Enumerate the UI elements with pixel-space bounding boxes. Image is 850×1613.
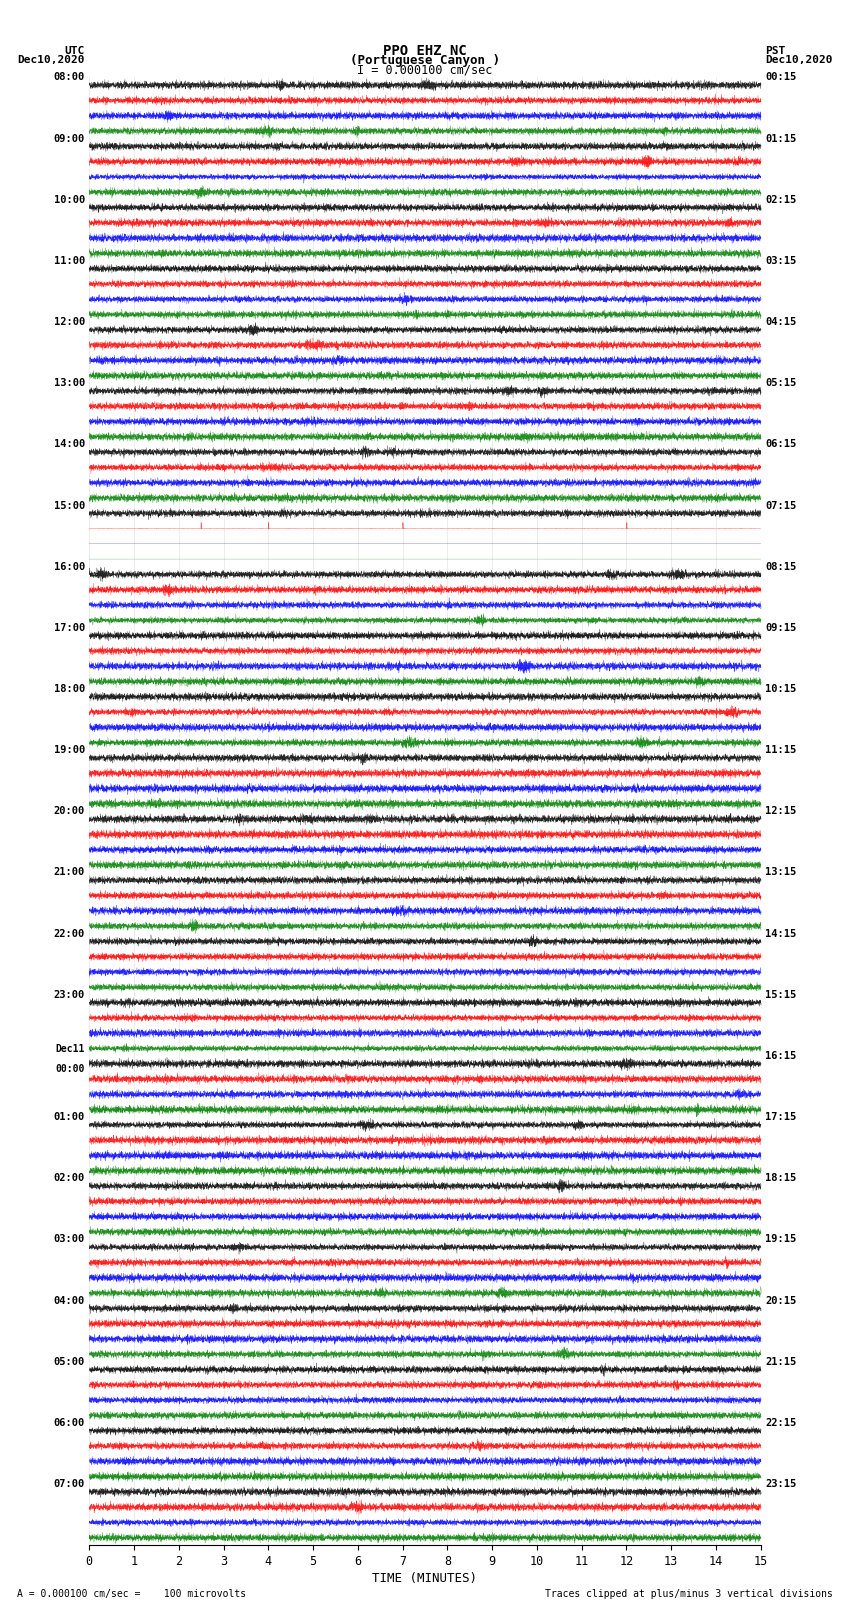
Text: 14:15: 14:15 xyxy=(765,929,796,939)
Text: 09:00: 09:00 xyxy=(54,134,85,144)
Text: UTC: UTC xyxy=(65,45,85,56)
Text: 07:00: 07:00 xyxy=(54,1479,85,1489)
Text: 06:15: 06:15 xyxy=(765,439,796,450)
Text: 01:15: 01:15 xyxy=(765,134,796,144)
Text: 19:00: 19:00 xyxy=(54,745,85,755)
Text: Dec10,2020: Dec10,2020 xyxy=(765,55,832,66)
Text: 22:15: 22:15 xyxy=(765,1418,796,1428)
Text: 12:00: 12:00 xyxy=(54,318,85,327)
Text: 04:00: 04:00 xyxy=(54,1295,85,1305)
Text: PST: PST xyxy=(765,45,785,56)
X-axis label: TIME (MINUTES): TIME (MINUTES) xyxy=(372,1573,478,1586)
Text: 23:00: 23:00 xyxy=(54,990,85,1000)
Text: 18:00: 18:00 xyxy=(54,684,85,694)
Text: 18:15: 18:15 xyxy=(765,1173,796,1184)
Text: 10:00: 10:00 xyxy=(54,195,85,205)
Text: 09:15: 09:15 xyxy=(765,623,796,632)
Text: 02:15: 02:15 xyxy=(765,195,796,205)
Text: 00:15: 00:15 xyxy=(765,73,796,82)
Text: 17:15: 17:15 xyxy=(765,1111,796,1123)
Text: 08:15: 08:15 xyxy=(765,561,796,571)
Text: PPO EHZ NC: PPO EHZ NC xyxy=(383,44,467,58)
Text: 19:15: 19:15 xyxy=(765,1234,796,1245)
Text: 12:15: 12:15 xyxy=(765,806,796,816)
Text: 11:00: 11:00 xyxy=(54,256,85,266)
Text: 03:00: 03:00 xyxy=(54,1234,85,1245)
Text: 15:15: 15:15 xyxy=(765,990,796,1000)
Text: 01:00: 01:00 xyxy=(54,1111,85,1123)
Text: 21:15: 21:15 xyxy=(765,1357,796,1366)
Text: 02:00: 02:00 xyxy=(54,1173,85,1184)
Text: I = 0.000100 cm/sec: I = 0.000100 cm/sec xyxy=(357,63,493,77)
Text: 13:00: 13:00 xyxy=(54,377,85,389)
Text: 16:00: 16:00 xyxy=(54,561,85,571)
Text: 22:00: 22:00 xyxy=(54,929,85,939)
Text: (Portuguese Canyon ): (Portuguese Canyon ) xyxy=(350,53,500,68)
Text: 15:00: 15:00 xyxy=(54,500,85,511)
Text: 05:00: 05:00 xyxy=(54,1357,85,1366)
Text: 23:15: 23:15 xyxy=(765,1479,796,1489)
Text: 14:00: 14:00 xyxy=(54,439,85,450)
Text: 04:15: 04:15 xyxy=(765,318,796,327)
Text: 11:15: 11:15 xyxy=(765,745,796,755)
Text: 07:15: 07:15 xyxy=(765,500,796,511)
Text: Traces clipped at plus/minus 3 vertical divisions: Traces clipped at plus/minus 3 vertical … xyxy=(545,1589,833,1598)
Text: 05:15: 05:15 xyxy=(765,377,796,389)
Text: A = 0.000100 cm/sec =    100 microvolts: A = 0.000100 cm/sec = 100 microvolts xyxy=(17,1589,246,1598)
Text: Dec11: Dec11 xyxy=(55,1044,85,1055)
Text: 20:00: 20:00 xyxy=(54,806,85,816)
Text: Dec10,2020: Dec10,2020 xyxy=(18,55,85,66)
Text: 06:00: 06:00 xyxy=(54,1418,85,1428)
Text: 00:00: 00:00 xyxy=(55,1065,85,1074)
Text: 20:15: 20:15 xyxy=(765,1295,796,1305)
Text: 13:15: 13:15 xyxy=(765,868,796,877)
Text: 08:00: 08:00 xyxy=(54,73,85,82)
Text: 03:15: 03:15 xyxy=(765,256,796,266)
Text: 21:00: 21:00 xyxy=(54,868,85,877)
Text: 10:15: 10:15 xyxy=(765,684,796,694)
Text: 17:00: 17:00 xyxy=(54,623,85,632)
Text: 16:15: 16:15 xyxy=(765,1052,796,1061)
